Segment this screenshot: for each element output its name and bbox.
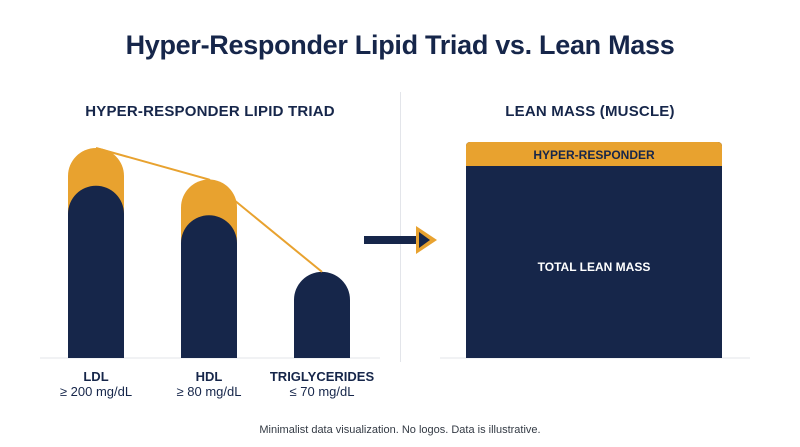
lean-mass-panel-title: LEAN MASS (MUSCLE) xyxy=(505,103,675,120)
total-lean-mass-label: TOTAL LEAN MASS xyxy=(537,260,651,274)
footer-note: Minimalist data visualization. No logos.… xyxy=(259,424,541,436)
hyper-responder-segment: HYPER-RESPONDER xyxy=(466,142,722,166)
trend-line xyxy=(95,147,323,273)
category-label-triglycerides: TRIGLYCERIDES xyxy=(269,369,375,384)
category-value-hdl: ≥ 80 mg/dL xyxy=(176,384,242,399)
bar-base-ldl xyxy=(68,185,124,358)
bar-base-hdl xyxy=(181,215,237,358)
panel-divider xyxy=(400,92,401,362)
bar-base-triglycerides xyxy=(294,271,350,358)
category-label-hdl: HDL xyxy=(195,369,223,384)
category-value-triglycerides: ≤ 70 mg/dL xyxy=(289,384,355,399)
lipid-panel-title: HYPER-RESPONDER LIPID TRIAD xyxy=(85,103,335,120)
right-arrow-icon xyxy=(364,226,437,254)
lean-mass-bar: HYPER-RESPONDER TOTAL LEAN MASS xyxy=(466,142,722,358)
page-title: Hyper-Responder Lipid Triad vs. Lean Mas… xyxy=(125,30,675,60)
category-value-ldl: ≥ 200 mg/dL xyxy=(59,384,133,399)
category-label-ldl: LDL xyxy=(83,369,109,384)
